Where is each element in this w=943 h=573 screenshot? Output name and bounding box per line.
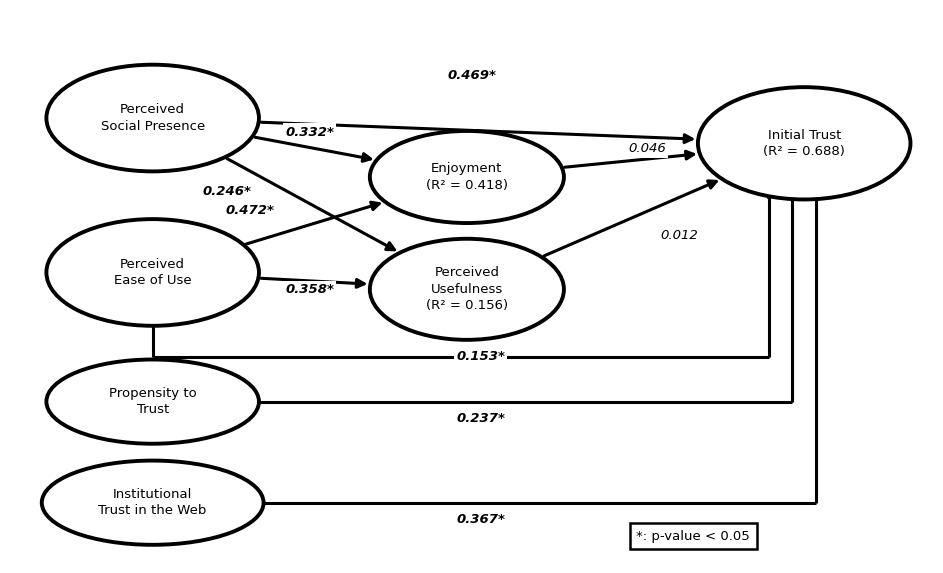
Text: 0.153*: 0.153* <box>456 350 505 363</box>
Ellipse shape <box>41 461 264 545</box>
Text: Institutional
Trust in the Web: Institutional Trust in the Web <box>98 488 207 517</box>
Text: 0.046: 0.046 <box>628 143 666 155</box>
Ellipse shape <box>370 239 564 340</box>
Ellipse shape <box>370 131 564 223</box>
Text: Propensity to
Trust: Propensity to Trust <box>108 387 196 417</box>
Text: 0.469*: 0.469* <box>447 69 496 83</box>
Text: 0.012: 0.012 <box>660 229 699 242</box>
Text: Perceived
Ease of Use: Perceived Ease of Use <box>114 258 191 287</box>
Text: Perceived
Usefulness
(R² = 0.156): Perceived Usefulness (R² = 0.156) <box>426 266 508 312</box>
Text: Perceived
Social Presence: Perceived Social Presence <box>101 103 205 133</box>
Text: Initial Trust
(R² = 0.688): Initial Trust (R² = 0.688) <box>763 128 845 158</box>
Text: 0.332*: 0.332* <box>286 125 334 139</box>
Text: 0.367*: 0.367* <box>456 513 505 526</box>
Text: Enjoyment
(R² = 0.418): Enjoyment (R² = 0.418) <box>426 162 508 192</box>
Text: 0.358*: 0.358* <box>286 283 334 296</box>
Ellipse shape <box>46 359 259 444</box>
Text: 0.237*: 0.237* <box>456 412 505 425</box>
Text: 0.472*: 0.472* <box>225 204 274 217</box>
Text: 0.246*: 0.246* <box>202 185 251 198</box>
Ellipse shape <box>46 219 259 326</box>
Ellipse shape <box>698 87 911 199</box>
Ellipse shape <box>46 65 259 171</box>
Text: *: p-value < 0.05: *: p-value < 0.05 <box>637 530 751 543</box>
